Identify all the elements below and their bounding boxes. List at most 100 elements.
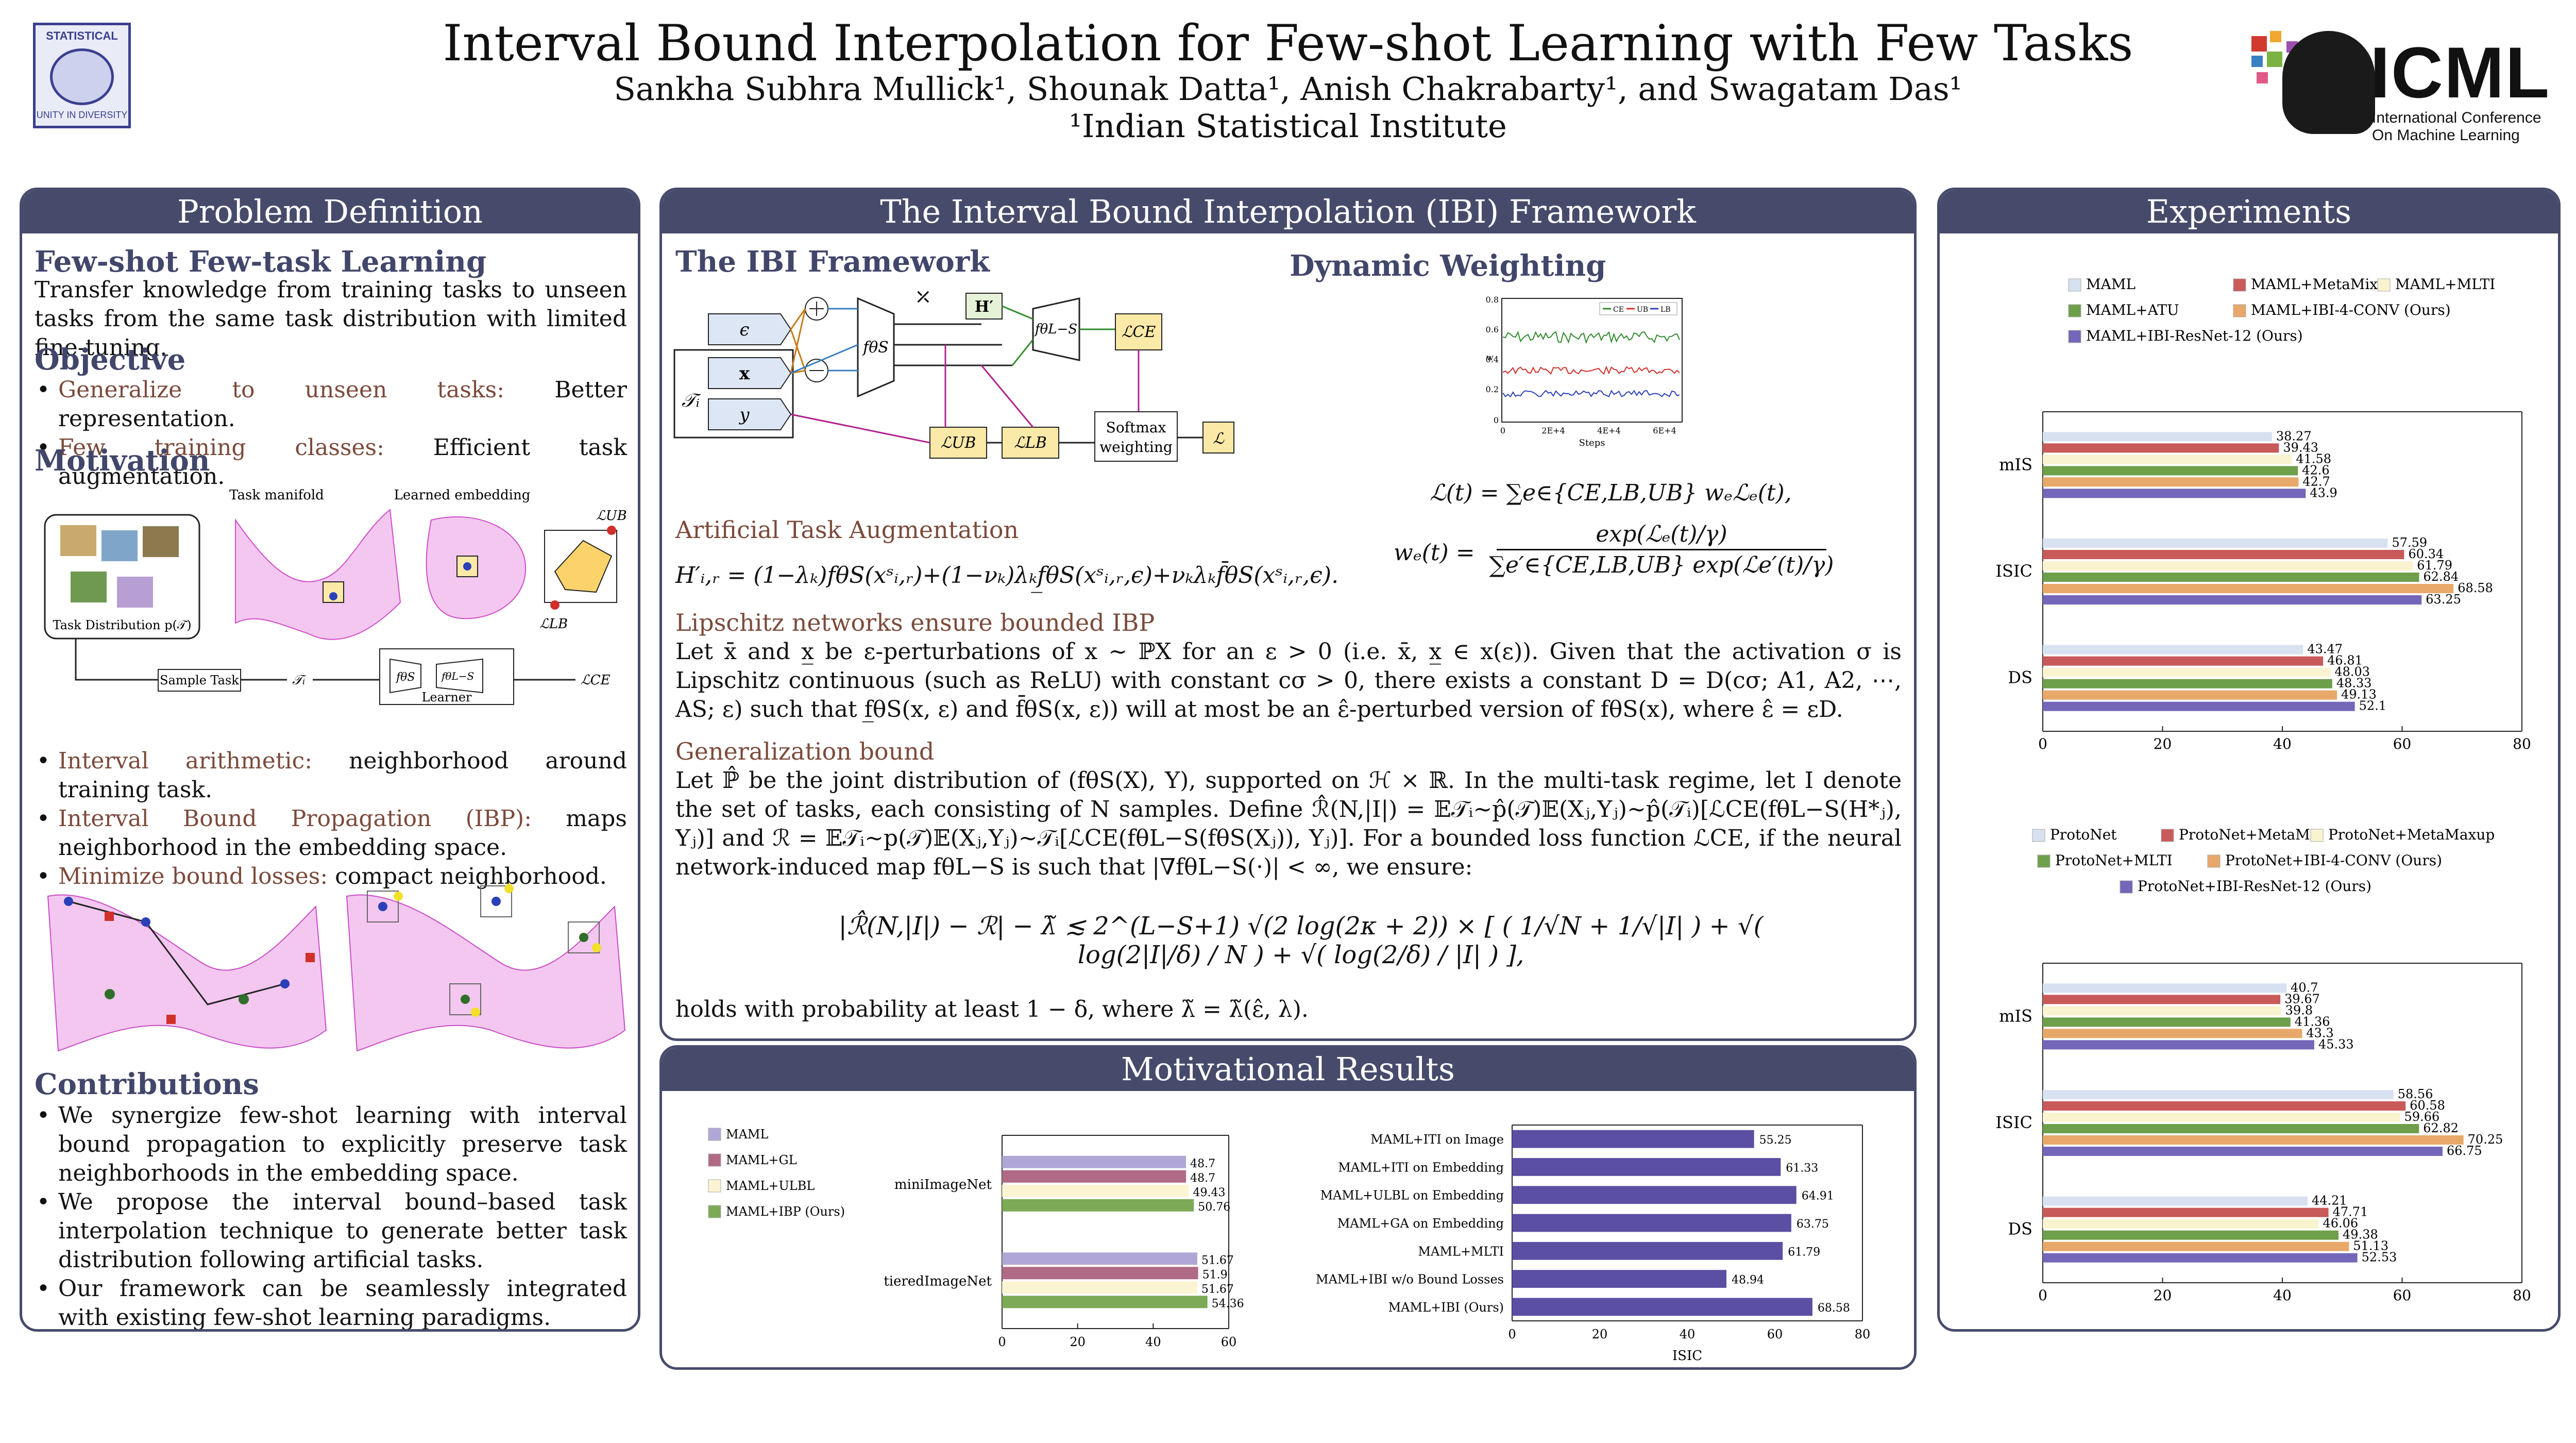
x-tick-label: 60 (2393, 1287, 2412, 1304)
item-value: Efficient task augmentation. (58, 434, 628, 490)
bound-point (504, 884, 514, 893)
bar (2043, 1101, 2406, 1111)
icml-subtitle: International Conference On Machine Lear… (2372, 109, 2541, 144)
lipschitz-heading: Lipschitz networks ensure bounded IBP (675, 609, 1155, 636)
data-label: 52.53 (2362, 1250, 2397, 1265)
bar (2043, 466, 2298, 476)
fs-label: fθS (395, 671, 415, 684)
icml-logo: ICML International Conference On Machine… (2246, 21, 2555, 144)
problem-definition-panel: Problem Definition Few-shot Few-task Lea… (20, 188, 640, 1332)
legend-swatch (2310, 829, 2324, 842)
bar (2043, 1029, 2302, 1038)
data-label: 42.6 (2302, 463, 2329, 477)
bar (2043, 443, 2279, 453)
icml-head-icon (2282, 31, 2375, 134)
bar (2043, 550, 2404, 559)
data-label: 64.91 (1802, 1190, 1834, 1203)
item-key: Interval Bound Propagation (IBP): (58, 806, 532, 832)
softmax-label-1: Softmax (1106, 419, 1166, 436)
legend-swatch (2161, 829, 2174, 842)
bar (2043, 645, 2303, 655)
data-label: 48.94 (1732, 1274, 1764, 1287)
bound-box (480, 885, 512, 917)
y-tick-label: 0.6 (1486, 325, 1499, 334)
encoder-outputs (894, 323, 1012, 366)
legend-swatch (2120, 880, 2133, 894)
task-manifold-label: Task manifold (229, 488, 324, 503)
item-value: Better representation. (58, 377, 628, 432)
legend-label: MAML (2086, 276, 2136, 293)
manifold-surface-left (47, 894, 327, 1052)
bar (2043, 1207, 2329, 1217)
data-label: 48.03 (2334, 665, 2370, 679)
category-label: MAML+ITI on Embedding (1338, 1160, 1504, 1174)
legend-label: MAML+ULBL (726, 1179, 815, 1193)
eps-input (708, 313, 792, 345)
lub-block-label: ℒUB (941, 434, 976, 452)
bar (2043, 539, 2388, 548)
item-key: Few training classes: (58, 434, 384, 461)
legend-swatch (708, 1153, 721, 1167)
bar (2043, 1113, 2400, 1122)
data-label: 61.79 (1788, 1246, 1820, 1259)
y-tick-label: 0.2 (1486, 384, 1499, 394)
panel-title: Problem Definition (22, 190, 638, 233)
fls-block (436, 658, 483, 694)
bar (2043, 1040, 2314, 1050)
legend-swatch (2377, 278, 2391, 292)
data-label: 55.25 (1759, 1134, 1792, 1147)
x-tick-label: 0 (1508, 1327, 1516, 1341)
x-axis-label: ISIC (1672, 1348, 1702, 1364)
y-tick-label: 0.8 (1486, 295, 1499, 305)
data-label: 51.67 (1201, 1254, 1234, 1267)
data-label: 43.9 (2310, 485, 2337, 500)
objective-list: Generalize to unseen tasks: Better repre… (35, 376, 627, 491)
data-label: 38.27 (2276, 429, 2312, 443)
legend-swatch (708, 1205, 721, 1218)
legend-label: ProtoNet (2050, 826, 2117, 843)
loss-equation: ℒ(t) = ∑e∈{CE,LB,UB} wₑℒₑ(t), (1430, 480, 1792, 506)
item-key: Minimize bound losses: (58, 863, 328, 890)
eps-label: ϵ (739, 320, 749, 340)
total-loss-block (1202, 422, 1234, 454)
icml-subtitle-line1: International Conference (2372, 109, 2541, 126)
category-label: ISIC (1995, 561, 2032, 581)
objective-heading: Objective (35, 343, 186, 377)
bar (2043, 455, 2292, 464)
fls-classifier-block (1032, 297, 1080, 361)
data-label: 48.7 (1190, 1172, 1215, 1185)
learned-embedding-label: Learned embedding (394, 488, 531, 503)
data-label: 60.58 (2410, 1098, 2445, 1113)
data-label: 43.3 (2306, 1026, 2333, 1040)
bound-probability-text: holds with probability at least 1 − δ, w… (675, 996, 1309, 1022)
y-axis-label: w (1486, 353, 1494, 362)
icml-word: ICML (2370, 32, 2551, 113)
x-tick-label: 2E+4 (1541, 426, 1565, 435)
augmentation-equation: H′ᵢ,ᵣ = (1−λₖ)fθS(xˢᵢ,ᵣ)+(1−νₖ)λₖf̲θS(xˢ… (675, 562, 1339, 589)
dynamic-weight-plot: 0.8 0.6 0.4 0.2 0 w 0 2E+4 4E+4 6E+4 Ste… (1486, 295, 1683, 448)
data-label: 63.25 (2426, 592, 2461, 607)
legend-label: ProtoNet+MLTI (2055, 852, 2173, 869)
h-prime-label: H′ (975, 298, 993, 316)
bar (2043, 1219, 2319, 1229)
poster-affiliation: ¹Indian Statistical Institute (1069, 107, 1507, 145)
data-label: 61.33 (1786, 1162, 1818, 1174)
bar (1512, 1241, 1783, 1260)
lower-bound-point (550, 600, 560, 610)
fls-classifier-label: fθL−S (1034, 322, 1077, 337)
category-label: DS (2008, 1219, 2032, 1239)
generalization-text: Let ℙ̂ be the joint distribution of (fθS… (675, 767, 1902, 880)
x-input (708, 357, 792, 389)
legend-label: MAML+MLTI (2395, 276, 2495, 293)
data-label: 39.67 (2284, 992, 2320, 1006)
ibi-architecture-diagram: 𝒯ᵢ ϵ x y fθS ⤫ H′ fθL−S ℒCE ℒUB ℒLB Soft… (673, 285, 1234, 462)
switch-icon: ⤫ (914, 285, 932, 309)
llb-label: ℒLB (539, 616, 568, 632)
lb-weight-line (1502, 390, 1680, 398)
sample-task-label: Sample Task (160, 673, 239, 687)
weight-equation-denominator: ∑e′∈{CE,LB,UB} exp(ℒe′(t)/γ) (1489, 552, 1834, 578)
list-item: Our framework can be seamlessly integrat… (35, 1274, 627, 1329)
bar (1512, 1158, 1781, 1176)
data-label: 57.59 (2392, 535, 2427, 550)
x-tick-label: 60 (1767, 1327, 1783, 1341)
